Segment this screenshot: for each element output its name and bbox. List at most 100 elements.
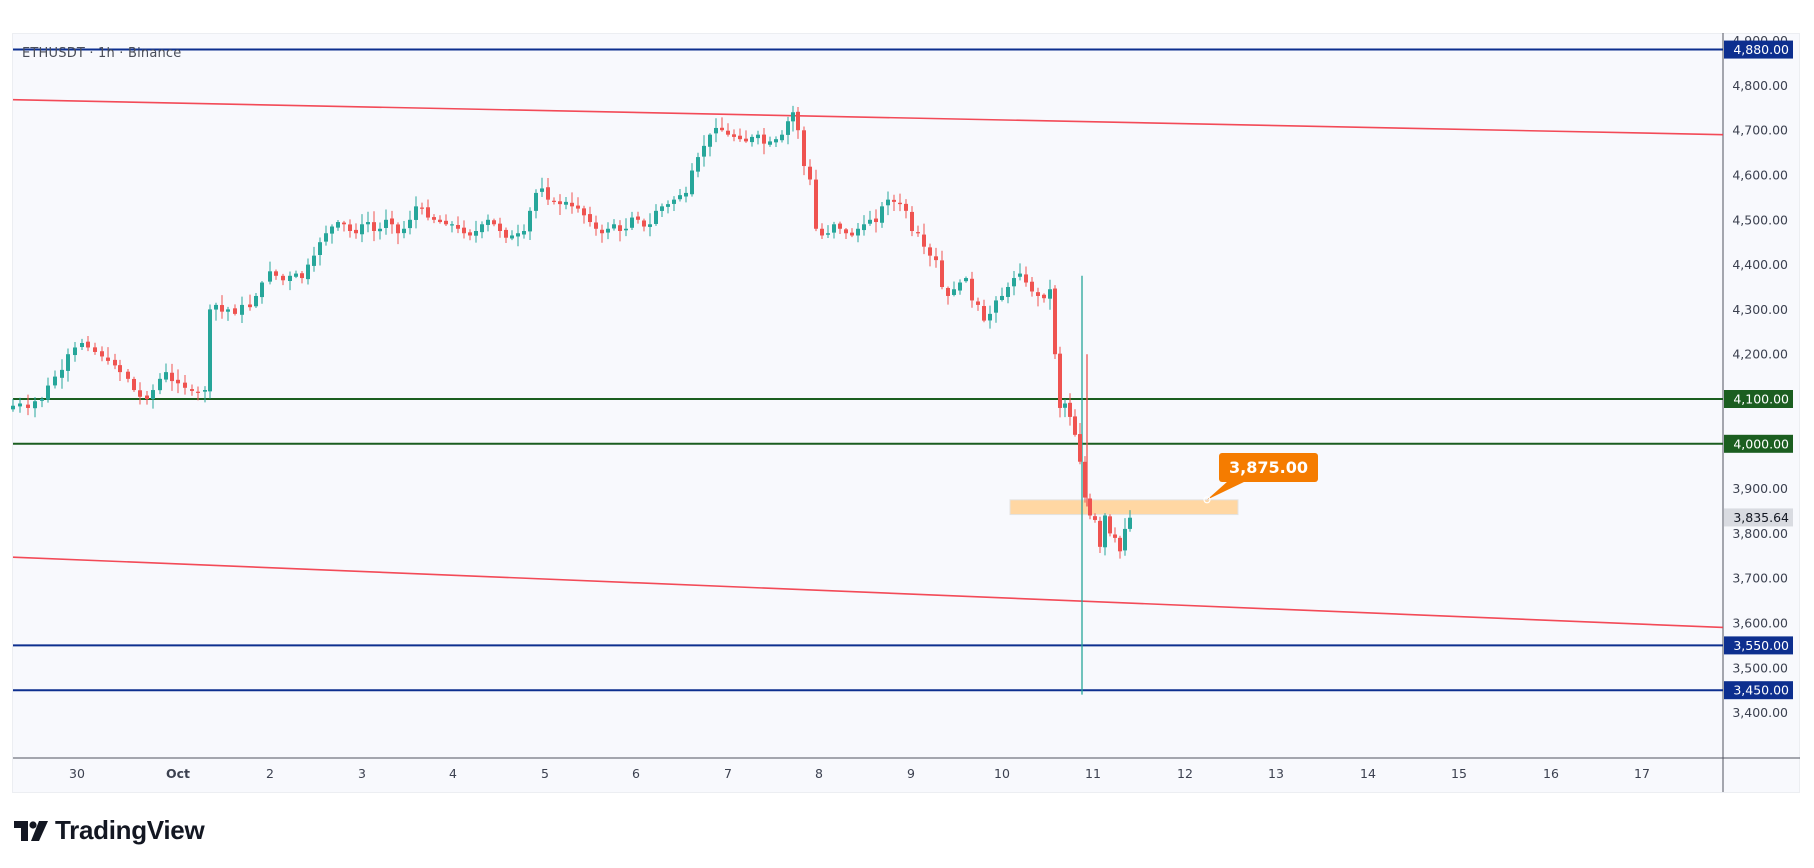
tradingview-logo-text: TradingView (55, 815, 205, 845)
time-tick: 14 (1360, 766, 1376, 781)
candle-down (552, 200, 556, 202)
time-tick: 16 (1543, 766, 1559, 781)
candle-down (444, 220, 448, 225)
current-price-badge (1724, 508, 1793, 527)
price-tick: 4,600.00 (1732, 168, 1788, 183)
time-tick: 15 (1451, 766, 1467, 781)
price-tick: 3,500.00 (1732, 660, 1788, 675)
candle-down (546, 187, 550, 200)
price-level-badge-label: 4,000.00 (1733, 436, 1789, 451)
candle-up (414, 206, 418, 220)
candle-down (1078, 434, 1082, 462)
price-level-badge (1724, 636, 1793, 655)
candle-down (1068, 402, 1072, 417)
candle-up (1123, 528, 1127, 551)
candle-down (838, 223, 842, 229)
candle-up (366, 222, 370, 225)
candle-up (312, 255, 316, 266)
candle-up (318, 242, 322, 255)
candle-down (762, 134, 766, 144)
candle-down (100, 351, 104, 357)
candle-down (145, 395, 149, 399)
candle-down (636, 216, 640, 220)
upper-channel-trendline[interactable] (12, 98, 1724, 136)
candle-up (203, 390, 207, 392)
price-level-badge-label: 4,100.00 (1733, 392, 1789, 407)
candle-up (1103, 515, 1107, 548)
time-tick: 7 (724, 766, 732, 781)
tradingview-logo[interactable]: TradingView (14, 815, 205, 846)
candle-down (940, 260, 944, 287)
candle-up (832, 224, 836, 233)
price-callout[interactable]: 3,875.00 (1203, 453, 1318, 504)
candle-up (714, 127, 718, 134)
candle-down (928, 247, 932, 256)
candle-up (886, 199, 890, 206)
candle-up (11, 405, 15, 410)
candle-down (138, 390, 142, 397)
candle-down (1030, 281, 1034, 292)
supply-zone-rect[interactable] (1009, 499, 1239, 516)
candle-up (208, 309, 212, 392)
time-tick: 6 (632, 766, 640, 781)
candle-up (630, 217, 634, 228)
candle-down (1113, 534, 1117, 538)
candle-up (988, 313, 992, 321)
candle-up (240, 304, 244, 315)
candle-up (612, 224, 616, 229)
candle-down (468, 232, 472, 236)
candle-down (874, 218, 878, 223)
price-zone[interactable] (1009, 499, 1239, 516)
candle-up (46, 385, 50, 400)
price-tick: 4,700.00 (1732, 123, 1788, 138)
candle-up (952, 289, 956, 295)
candle-down (396, 224, 400, 234)
candle-down (132, 378, 136, 391)
candle-up (774, 139, 778, 143)
candle-down (113, 359, 117, 366)
candle-up (474, 231, 478, 236)
candle-down (300, 273, 304, 279)
candle-down (970, 278, 974, 301)
candle-up (33, 401, 37, 409)
candle-down (498, 223, 502, 231)
candle-down (274, 271, 278, 276)
candle-down (420, 207, 424, 209)
candle-up (648, 224, 652, 227)
candle-down (576, 205, 580, 209)
candle-up (756, 134, 760, 139)
candle-down (190, 389, 194, 391)
candle-up (226, 309, 230, 312)
candle-up (666, 204, 670, 207)
chart-frame[interactable] (12, 33, 1800, 793)
candle-up (696, 157, 700, 172)
candle-up (254, 295, 258, 307)
candle-up (66, 354, 70, 371)
callout-anchor-icon[interactable] (1203, 496, 1211, 504)
candle-up (510, 235, 514, 239)
time-tick: 13 (1268, 766, 1284, 781)
candle-up (1000, 295, 1004, 300)
price-level-badge (1724, 681, 1793, 700)
candle-down (492, 220, 496, 225)
candle-down (170, 372, 174, 382)
candle-down (796, 111, 800, 131)
candle-up (654, 210, 658, 224)
candle-up (856, 228, 860, 236)
candle-down (348, 224, 352, 231)
candle-up (330, 226, 334, 234)
price-tick: 3,800.00 (1732, 526, 1788, 541)
time-tick: 3 (358, 766, 366, 781)
candle-down (1058, 353, 1062, 408)
callout-box[interactable] (1219, 453, 1318, 482)
candle-down (726, 130, 730, 135)
current-price-label: 3,835.64 (1733, 510, 1789, 525)
price-tick: 4,400.00 (1732, 257, 1788, 272)
lower-channel-trendline[interactable] (12, 556, 1724, 629)
candle-up (158, 378, 162, 391)
symbol-title: ETHUSDT · 1h · Binance (22, 46, 182, 61)
candle-down (892, 199, 896, 202)
candle-up (151, 390, 155, 400)
drawing-lines[interactable] (12, 48, 1724, 692)
